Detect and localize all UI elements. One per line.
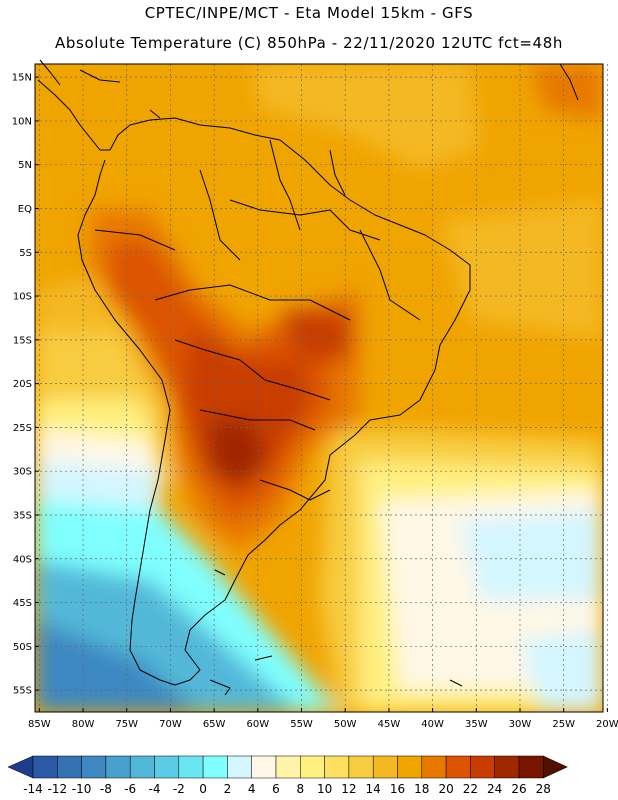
colorbar-swatch [397, 755, 423, 779]
lat-tick-label: 30S [13, 467, 32, 478]
colorbar-swatch [445, 755, 471, 779]
lat-tick-label: 50S [13, 642, 32, 653]
lat-tick-label: 15S [13, 335, 32, 346]
lon-tick-label: 35W [465, 719, 488, 730]
lon-tick-label: 30W [509, 719, 532, 730]
colorbar-swatch [81, 755, 107, 779]
lon-tick-label: 55W [290, 719, 313, 730]
colorbar-swatch [32, 755, 58, 779]
map-title-line2: Absolute Temperature (C) 850hPa - 22/11/… [55, 34, 563, 52]
lon-tick-label: 60W [247, 719, 270, 730]
colorbar-swatch [154, 755, 180, 779]
colorbar-min-arrow [7, 755, 34, 779]
colorbar-label: 10 [317, 782, 332, 796]
colorbar-swatch [324, 755, 350, 779]
colorbar-swatch [129, 755, 155, 779]
lon-tick-label: 75W [115, 719, 138, 730]
coastline-borders [37, 59, 579, 696]
lat-tick-label: 40S [13, 554, 32, 565]
latitude-labels: 15N 10N 5N EQ 5S 10S 15S 20S 25S 30S 35S 40S 45S 50S 5… [12, 73, 32, 697]
colorbar-label: -14 [23, 782, 43, 796]
colorbar-swatch [105, 755, 131, 779]
lon-tick-label: 25W [552, 719, 575, 730]
colorbar-swatch [348, 755, 374, 779]
colorbar-swatch [275, 755, 301, 779]
colorbar-swatch [178, 755, 204, 779]
colorbar-label: 8 [296, 782, 304, 796]
colorbar-label: -4 [149, 782, 161, 796]
lon-tick-label: 40W [421, 719, 444, 730]
lat-tick-label: 10S [13, 292, 32, 303]
lat-tick-label: 20S [13, 379, 32, 390]
map-title-line1: CPTEC/INPE/MCT - Eta Model 15km - GFS [144, 4, 474, 22]
colorbar-label: 20 [438, 782, 453, 796]
lon-tick-label: 50W [334, 719, 357, 730]
colorbar-swatch [372, 755, 398, 779]
lon-tick-label: 85W [28, 719, 51, 730]
lat-tick-label: EQ [18, 204, 32, 215]
colorbar-label: -10 [72, 782, 92, 796]
colorbar-max-arrow [543, 755, 568, 779]
colorbar-label: 2 [224, 782, 232, 796]
lon-tick-label: 80W [72, 719, 95, 730]
colorbar-swatch [421, 755, 447, 779]
colorbar-label: 18 [414, 782, 429, 796]
colorbar-swatch [57, 755, 82, 779]
lon-tick-label: 20W [596, 719, 618, 730]
colorbar-swatch [518, 755, 544, 779]
lon-tick-label: 45W [378, 719, 401, 730]
colorbar-label: 4 [248, 782, 256, 796]
longitude-labels: 85W 80W 75W 70W 65W 60W 55W 50W 45W 40W 35W 30W 25W 2… [28, 719, 618, 730]
colorbar-label: -8 [100, 782, 112, 796]
colorbar: -14 -12 -10 -8 -6 -4 -2 0 2 4 6 8 10 12 14 16 18 20 22 24 26… [7, 755, 568, 796]
colorbar-swatch [300, 755, 325, 779]
colorbar-label: 6 [272, 782, 280, 796]
lat-tick-label: 10N [12, 116, 32, 127]
lat-tick-label: 5N [18, 160, 32, 171]
lat-tick-label: 15N [12, 73, 32, 84]
lat-tick-label: 55S [13, 686, 32, 697]
colorbar-label: 22 [463, 782, 478, 796]
map-frame [34, 63, 604, 713]
colorbar-swatch [227, 755, 252, 779]
lon-tick-label: 70W [159, 719, 182, 730]
colorbar-swatch [494, 755, 520, 779]
colorbar-label: 14 [366, 782, 381, 796]
colorbar-swatch [202, 755, 228, 779]
colorbar-swatch [251, 755, 277, 779]
colorbar-label: 26 [511, 782, 526, 796]
colorbar-label: 24 [487, 782, 502, 796]
colorbar-swatch [470, 755, 495, 779]
lat-tick-label: 45S [13, 598, 32, 609]
lat-tick-label: 25S [13, 423, 32, 434]
lon-tick-label: 65W [203, 719, 226, 730]
colorbar-label: 12 [341, 782, 356, 796]
colorbar-label: -12 [47, 782, 67, 796]
temperature-field [35, 64, 603, 712]
lat-tick-label: 35S [13, 510, 32, 521]
colorbar-label: 28 [536, 782, 551, 796]
colorbar-label: -6 [124, 782, 136, 796]
lat-tick-label: 5S [19, 248, 32, 259]
colorbar-label: 16 [390, 782, 405, 796]
lat-lon-grid [35, 64, 608, 712]
colorbar-label: -2 [173, 782, 185, 796]
colorbar-label: 0 [199, 782, 207, 796]
